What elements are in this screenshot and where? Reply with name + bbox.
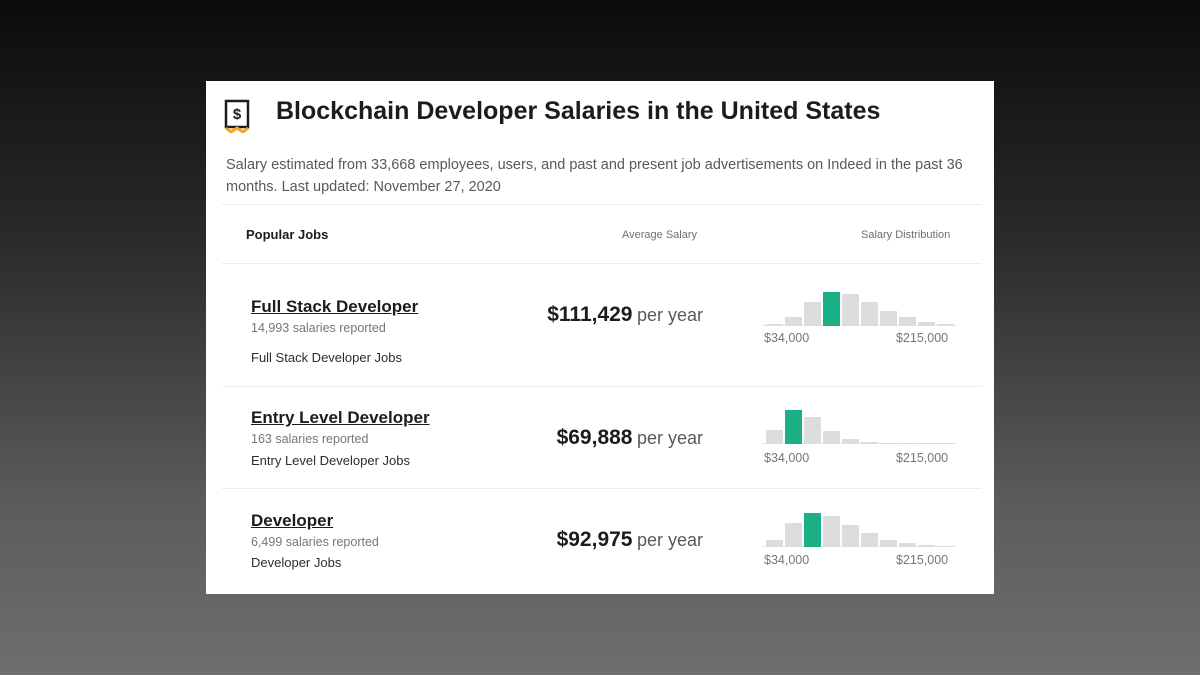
histogram-bar — [937, 324, 954, 326]
job-listings-link[interactable]: Entry Level Developer Jobs — [251, 453, 410, 468]
histogram-bar-highlighted — [823, 292, 840, 326]
histogram-bar-highlighted — [804, 513, 821, 547]
average-salary: $69,888 per year — [557, 426, 703, 450]
job-listings-link[interactable]: Full Stack Developer Jobs — [251, 350, 403, 365]
average-salary: $111,429 per year — [503, 299, 703, 332]
divider — [222, 386, 982, 387]
salary-histogram — [762, 507, 956, 547]
job-title-link[interactable]: Full Stack Developer — [251, 297, 419, 316]
histogram-bar — [823, 516, 840, 547]
histogram-bar — [861, 533, 878, 547]
histogram-baseline — [762, 546, 956, 547]
column-header-salary-distribution: Salary Distribution — [861, 229, 951, 241]
salaries-reported-count: 14,993 salaries reported — [251, 321, 386, 335]
salaries-reported-count: 6,499 salaries reported — [251, 535, 379, 549]
job-title-link[interactable]: Developer — [251, 511, 334, 530]
divider — [222, 488, 982, 489]
salary-amount: $69,888 — [556, 426, 633, 449]
histogram-bar — [766, 540, 783, 547]
salaries-reported-count: 163 salaries reported — [251, 432, 369, 446]
salary-card: $ Blockchain Developer Salaries in the U… — [206, 81, 994, 594]
histogram-bar — [842, 525, 859, 547]
divider — [222, 204, 982, 205]
salary-receipt-icon: $ — [224, 99, 250, 133]
salary-period: per year — [636, 305, 703, 325]
histogram-bar — [899, 543, 916, 547]
salary-amount: $111,429 — [547, 303, 633, 326]
salary-range-max: $215,000 — [896, 553, 949, 567]
histogram-bar — [880, 443, 897, 444]
histogram-bar — [937, 546, 954, 547]
salary-range-min: $34,000 — [764, 451, 810, 465]
histogram-bar — [785, 523, 802, 547]
salary-range-min: $34,000 — [764, 553, 810, 567]
histogram-bar — [880, 311, 897, 326]
salary-description: Salary estimated from 33,668 employees, … — [226, 157, 963, 195]
histogram-bar — [842, 439, 859, 444]
histogram-bar — [804, 302, 821, 326]
histogram-bar — [861, 302, 878, 326]
salary-period: per year — [636, 428, 703, 448]
salary-period: per year — [636, 530, 703, 550]
svg-text:$: $ — [233, 106, 242, 123]
average-salary: $92,975 per year — [557, 528, 703, 552]
histogram-bar — [766, 324, 783, 326]
histogram-bar — [804, 417, 821, 444]
salary-amount: $92,975 — [556, 528, 633, 551]
histogram-bar — [823, 431, 840, 444]
column-header-average-salary: Average Salary — [622, 229, 698, 241]
salary-histogram — [762, 404, 956, 444]
histogram-bar-highlighted — [785, 410, 802, 444]
salary-range-max: $215,000 — [896, 331, 949, 345]
histogram-bar — [918, 322, 935, 326]
histogram-bar — [880, 540, 897, 547]
histogram-bar — [899, 443, 916, 444]
job-title-link[interactable]: Entry Level Developer — [251, 408, 430, 427]
histogram-bar — [861, 442, 878, 444]
histogram-bar — [918, 545, 935, 547]
page-title: Blockchain Developer Salaries in the Uni… — [276, 97, 881, 125]
histogram-bar — [766, 430, 783, 444]
histogram-bar — [918, 443, 935, 444]
histogram-bar — [937, 443, 954, 444]
histogram-bar — [785, 317, 802, 326]
divider — [222, 263, 982, 264]
job-listings-link[interactable]: Developer Jobs — [251, 555, 342, 570]
histogram-baseline — [762, 443, 956, 444]
column-header-popular-jobs: Popular Jobs — [246, 227, 329, 242]
histogram-bar — [842, 294, 859, 326]
salary-range-max: $215,000 — [896, 451, 949, 465]
salary-range-min: $34,000 — [764, 331, 810, 345]
histogram-baseline — [762, 325, 956, 326]
salary-histogram — [762, 286, 956, 326]
histogram-bar — [899, 317, 916, 326]
